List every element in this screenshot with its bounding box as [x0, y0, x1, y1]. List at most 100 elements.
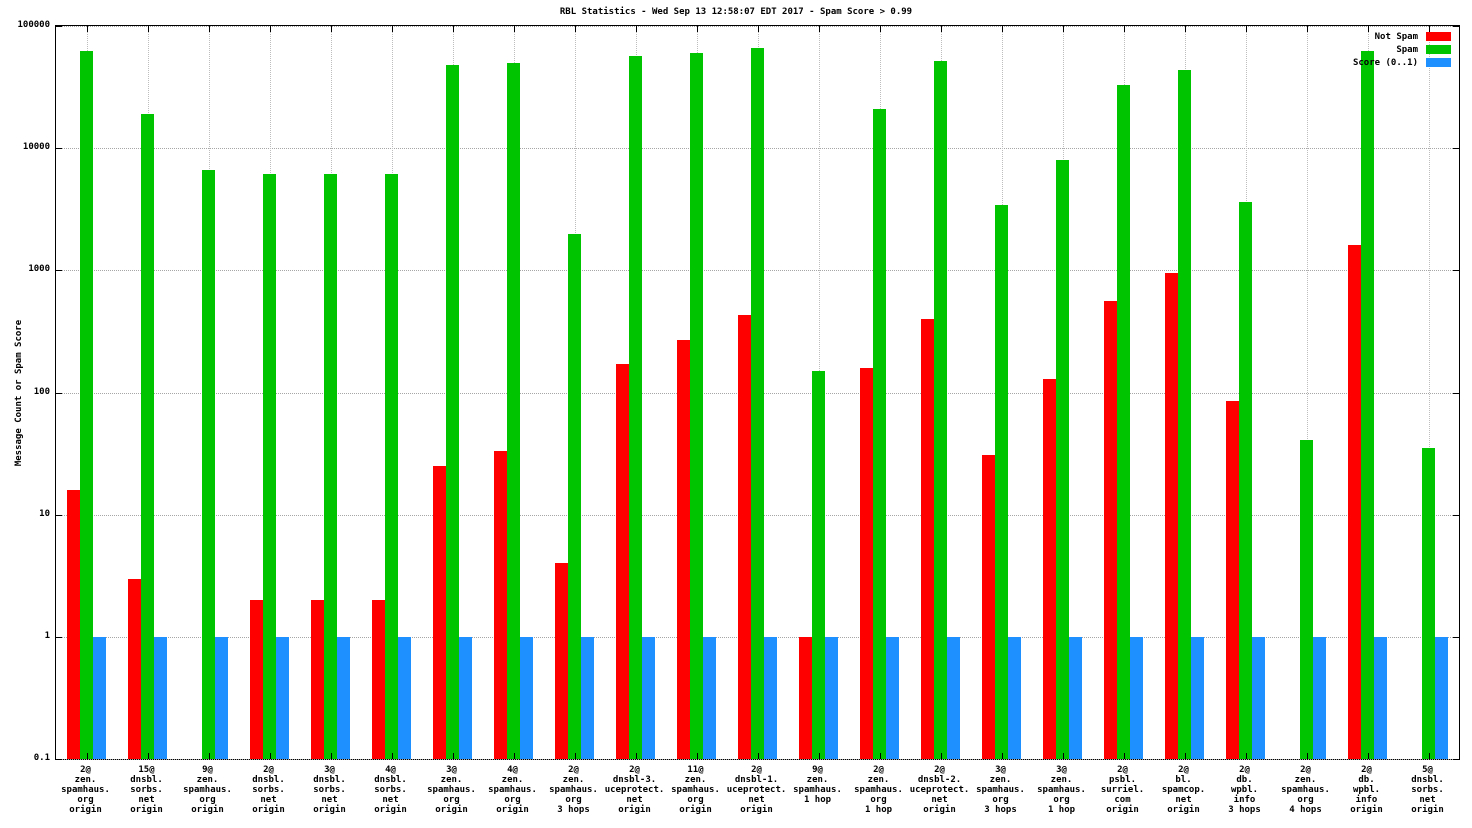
legend-entry: Spam [1353, 44, 1451, 57]
y-tick-label: 10 [39, 508, 50, 519]
x-tick-line: sorbs. [374, 785, 407, 795]
bar-score-0-1-20 [1313, 636, 1326, 759]
legend-swatch [1426, 32, 1451, 41]
bar-not-spam-10 [677, 339, 690, 759]
x-tickmark-bottom [208, 753, 210, 759]
x-tick-line: wpbl. [1352, 785, 1381, 795]
x-tick-label: 2@ db. wpbl. info origin [1332, 765, 1402, 815]
x-tick-line: net [1419, 795, 1436, 805]
x-tick-line: spamhaus. [427, 785, 476, 795]
x-tickmark-top [940, 26, 942, 32]
x-tick-line: net [748, 795, 765, 805]
legend-entry: Not Spam [1353, 31, 1451, 44]
bar-score-0-1-15 [1008, 636, 1021, 759]
bar-not-spam-4 [311, 600, 324, 759]
bar-not-spam-6 [433, 466, 446, 759]
bar-score-0-1-13 [886, 636, 899, 759]
bar-spam-0 [80, 50, 93, 759]
x-tick-line: 9@ [202, 765, 213, 775]
bar-spam-1 [141, 114, 154, 759]
x-tick-line: origin [1106, 805, 1139, 815]
chart-title: RBL Statistics - Wed Sep 13 12:58:07 EDT… [559, 7, 913, 17]
x-tick-line: 2@ [263, 765, 274, 775]
x-tick-line: origin [618, 805, 651, 815]
bar-spam-8 [568, 233, 581, 759]
bar-score-0-1-5 [398, 636, 411, 759]
x-tick-line: origin [1167, 805, 1200, 815]
x-tick-line: origin [435, 805, 468, 815]
x-tick-label: 2@ zen. spamhaus. org 3 hops [539, 765, 609, 815]
x-tick-line: origin [679, 805, 712, 815]
x-tick-line: org [565, 795, 582, 805]
x-tick-line: sorbs. [313, 785, 346, 795]
x-tick-line: dnsbl. [1411, 775, 1444, 785]
bar-not-spam-5 [372, 600, 385, 759]
x-tickmark-bottom [757, 753, 759, 759]
x-tick-line: dnsbl. [130, 775, 163, 785]
x-tick-label: 2@ bl. spamcop. net origin [1149, 765, 1219, 815]
bar-spam-19 [1239, 202, 1252, 759]
x-tickmark-bottom [635, 753, 637, 759]
x-tick-line: dnsbl. [374, 775, 407, 785]
x-tick-line: dnsbl-2. [917, 775, 962, 785]
bar-spam-3 [263, 173, 276, 759]
x-tickmark-top [1367, 26, 1369, 32]
x-tick-line: zen. [74, 775, 97, 785]
x-tickmark-bottom [696, 753, 698, 759]
x-tickmark-top [1245, 26, 1247, 32]
x-tick-line: origin [923, 805, 956, 815]
x-tickmark-top [452, 26, 454, 32]
bar-score-0-1-18 [1191, 636, 1204, 759]
x-tick-line: net [1175, 795, 1192, 805]
x-tick-label: 2@ dnsbl-1. uceprotect. net origin [722, 765, 792, 815]
legend-label: Spam [1396, 45, 1418, 55]
x-tick-line: uceprotect. [909, 785, 970, 795]
x-tick-line: 4@ [507, 765, 518, 775]
x-tickmark-bottom [391, 753, 393, 759]
bar-not-spam-16 [1043, 378, 1056, 759]
bar-score-0-1-17 [1130, 636, 1143, 759]
x-tick-line: dnsbl-3. [612, 775, 657, 785]
bar-spam-11 [751, 48, 764, 759]
bar-score-0-1-1 [154, 636, 167, 759]
x-tick-line: spamhaus. [549, 785, 598, 795]
x-tick-line: 2@ [873, 765, 884, 775]
x-tick-line: 2@ [80, 765, 91, 775]
bar-not-spam-14 [921, 318, 934, 759]
bar-score-0-1-9 [642, 636, 655, 759]
x-tickmark-top [757, 26, 759, 32]
x-tick-line: zen. [989, 775, 1012, 785]
bar-score-0-1-12 [825, 636, 838, 759]
x-tick-line: zen. [867, 775, 890, 785]
bar-score-0-1-4 [337, 636, 350, 759]
x-tick-label: 2@ dnsbl. sorbs. net origin [234, 765, 304, 815]
x-tick-label: 2@ db. wpbl. info 3 hops [1210, 765, 1280, 815]
x-tick-line: zen. [440, 775, 463, 785]
x-tick-line: zen. [196, 775, 219, 785]
x-tick-line: zen. [1294, 775, 1317, 785]
x-tick-label: 2@ dnsbl-2. uceprotect. net origin [905, 765, 975, 815]
x-tick-line: db. [1358, 775, 1375, 785]
x-tick-line: psbl. [1108, 775, 1137, 785]
x-tick-label: 5@ dnsbl. sorbs. net origin [1393, 765, 1463, 815]
x-tickmark-bottom [1001, 753, 1003, 759]
x-tick-line: db. [1236, 775, 1253, 785]
x-tick-line: net [382, 795, 399, 805]
x-tickmark-top [635, 26, 637, 32]
x-tick-line: zen. [501, 775, 524, 785]
x-tickmark-top [269, 26, 271, 32]
x-tick-line: info [1355, 795, 1378, 805]
x-tickmark-bottom [452, 753, 454, 759]
x-tick-label: 4@ zen. spamhaus. org origin [478, 765, 548, 815]
bar-spam-2 [202, 170, 215, 759]
x-tick-line: org [77, 795, 94, 805]
x-tick-line: 2@ [1239, 765, 1250, 775]
x-tickmark-top [1123, 26, 1125, 32]
x-tickmark-bottom [330, 753, 332, 759]
bar-score-0-1-22 [1435, 636, 1448, 759]
x-tick-line: origin [496, 805, 529, 815]
bar-score-0-1-11 [764, 636, 777, 759]
bar-spam-10 [690, 53, 703, 759]
bar-score-0-1-2 [215, 636, 228, 759]
bar-score-0-1-16 [1069, 636, 1082, 759]
